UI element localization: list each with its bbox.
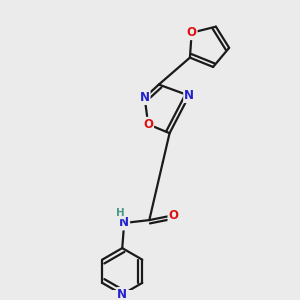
Text: O: O — [143, 118, 153, 131]
Text: O: O — [168, 209, 178, 222]
Text: N: N — [140, 91, 150, 104]
Text: O: O — [187, 26, 197, 39]
Text: H: H — [116, 208, 125, 218]
Text: N: N — [117, 288, 127, 300]
Text: N: N — [119, 217, 129, 230]
Text: N: N — [184, 89, 194, 102]
